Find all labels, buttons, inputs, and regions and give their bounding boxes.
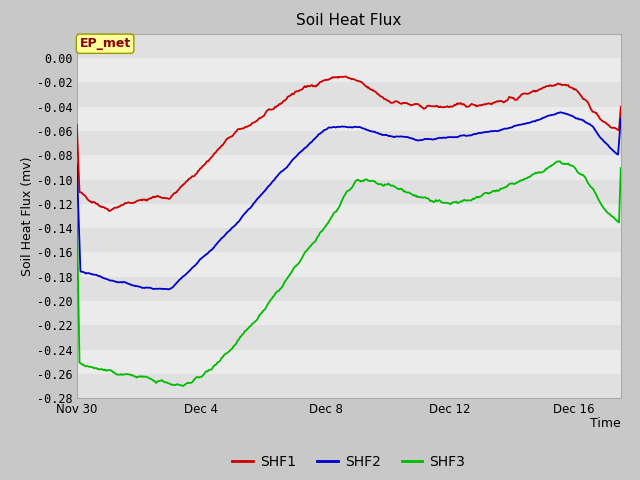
Text: EP_met: EP_met (79, 37, 131, 50)
Legend: SHF1, SHF2, SHF3: SHF1, SHF2, SHF3 (227, 449, 471, 474)
Title: Soil Heat Flux: Soil Heat Flux (296, 13, 401, 28)
Bar (77, 252, 621, 277)
Bar (77, 325, 621, 350)
Bar (77, 204, 621, 228)
Bar (77, 180, 621, 204)
Bar (77, 107, 621, 131)
Bar (77, 58, 621, 82)
Bar (77, 228, 621, 252)
Bar (77, 131, 621, 155)
Bar (77, 82, 621, 107)
Bar (77, 350, 621, 374)
Bar (77, 301, 621, 325)
Bar (77, 155, 621, 180)
X-axis label: Time: Time (590, 417, 621, 430)
Bar (77, 277, 621, 301)
Y-axis label: Soil Heat Flux (mv): Soil Heat Flux (mv) (21, 156, 34, 276)
Bar (77, 374, 621, 398)
